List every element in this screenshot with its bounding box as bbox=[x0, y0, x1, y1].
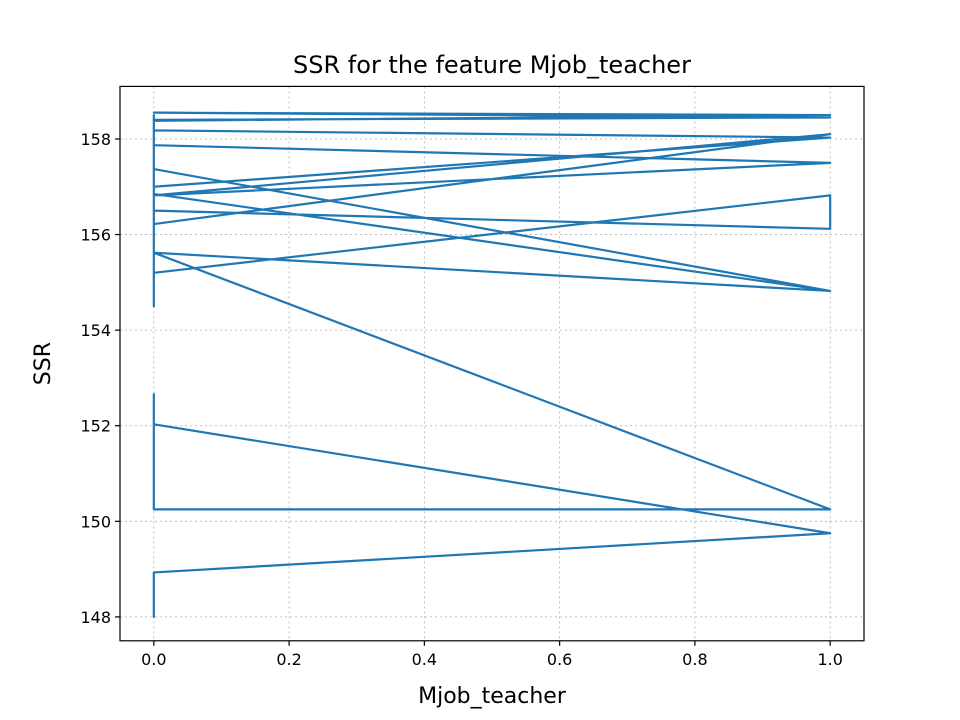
series-layer bbox=[152, 111, 832, 619]
x-tick-label: 0.4 bbox=[412, 650, 437, 669]
y-tick-label: 148 bbox=[80, 608, 111, 627]
x-tick-label: 0.2 bbox=[276, 650, 301, 669]
y-tick-label: 156 bbox=[80, 226, 111, 245]
x-tick-label: 0.6 bbox=[547, 650, 572, 669]
plot-area-frame bbox=[119, 85, 865, 642]
x-tick-label: 0.0 bbox=[141, 650, 166, 669]
y-tick-label: 150 bbox=[80, 512, 111, 531]
y-tick-label: 152 bbox=[80, 417, 111, 436]
y-tick-label: 154 bbox=[80, 321, 111, 340]
y-tick-label: 158 bbox=[80, 130, 111, 149]
chart-title: SSR for the feature Mjob_teacher bbox=[293, 51, 691, 79]
x-axis-label: Mjob_teacher bbox=[418, 684, 567, 709]
x-tick-label: 1.0 bbox=[817, 650, 842, 669]
x-tick-label: 0.8 bbox=[682, 650, 707, 669]
series-line bbox=[152, 111, 832, 619]
y-axis-label: SSR bbox=[31, 342, 56, 385]
y-axis-ticks: 148 150 152 154 156 158 bbox=[80, 130, 120, 627]
x-axis-ticks: 0.0 0.2 0.4 0.6 0.8 1.0 bbox=[141, 640, 843, 669]
grid bbox=[120, 86, 864, 641]
